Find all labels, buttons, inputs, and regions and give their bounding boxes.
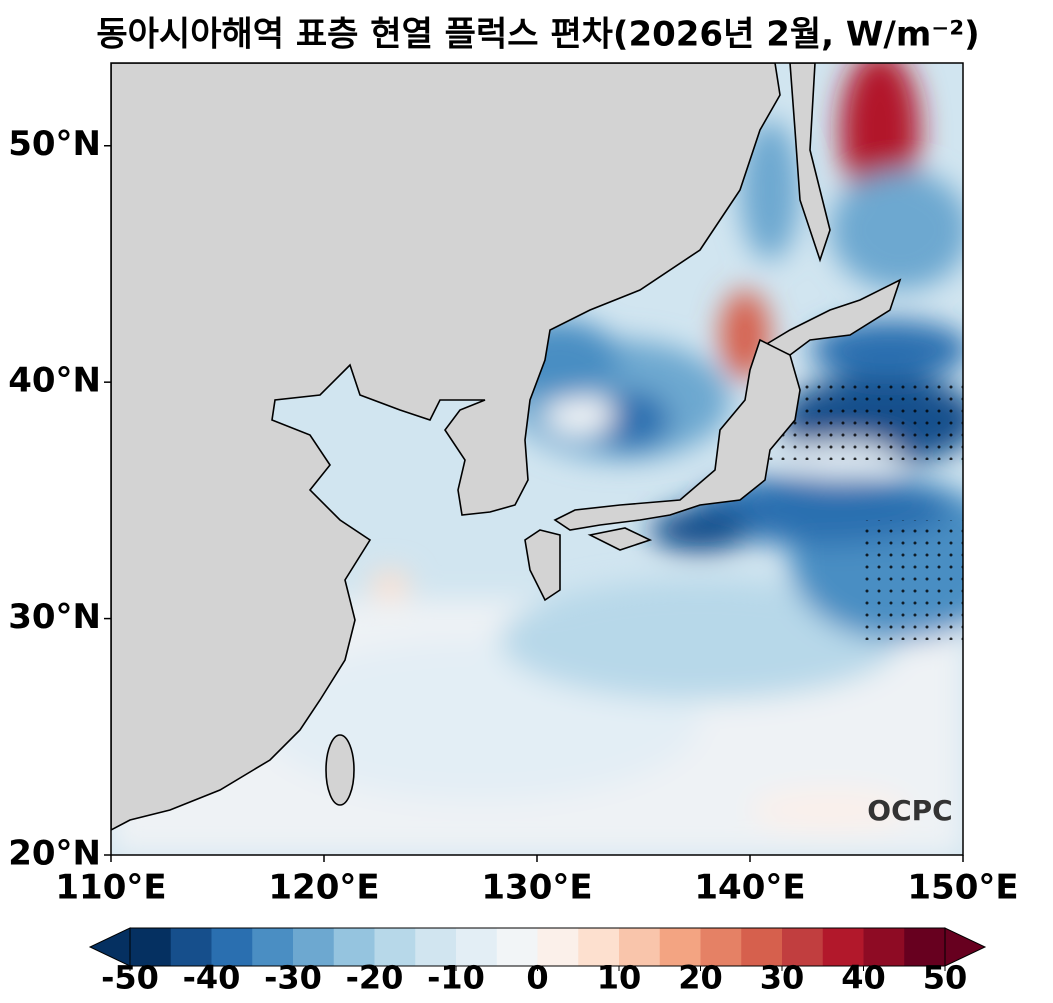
x-tick-label: 140°E	[694, 868, 805, 908]
colorbar-bin	[578, 928, 620, 966]
y-tick-label: 20°N	[8, 834, 101, 874]
colorbar-bin	[293, 928, 335, 966]
colorbar-tick-label: 30	[760, 958, 805, 996]
colorbar-bin	[170, 928, 212, 966]
colorbar-bin	[659, 928, 701, 966]
y-tick-label: 40°N	[8, 361, 101, 401]
colorbar-bin	[700, 928, 742, 966]
colorbar-bin	[333, 928, 375, 966]
x-tick-label: 110°E	[55, 868, 166, 908]
colorbar-tick-label: -50	[101, 958, 159, 996]
significance-dots	[860, 520, 963, 640]
colorbar-tick-label: 0	[526, 958, 548, 996]
x-tick-label: 120°E	[268, 868, 379, 908]
colorbar-tick-label: 10	[597, 958, 642, 996]
colorbar-bin	[252, 928, 294, 966]
colorbar-tick-label: -20	[346, 958, 404, 996]
colorbar-bin	[374, 928, 416, 966]
colorbar-tick-label: -10	[427, 958, 485, 996]
colorbar-tick-label: 50	[923, 958, 968, 996]
colorbar-bin	[822, 928, 864, 966]
colorbar-tick-label: 40	[841, 958, 886, 996]
colorbar-bin	[415, 928, 457, 966]
colorbar-bin	[456, 928, 498, 966]
colorbar-bin	[537, 928, 579, 966]
land	[111, 63, 902, 831]
x-tick-label: 150°E	[907, 868, 1018, 908]
colorbar-tick-label: -30	[264, 958, 322, 996]
map-area: OCPC	[111, 63, 963, 855]
y-tick-label: 30°N	[8, 597, 101, 637]
colorbar-bin	[130, 928, 172, 966]
colorbar-bin	[863, 928, 905, 966]
y-tick-label: 50°N	[8, 124, 101, 164]
logo: OCPC	[867, 794, 952, 827]
colorbar-bin	[904, 928, 946, 966]
colorbar-tick-label: 20	[678, 958, 723, 996]
colorbar-bin	[782, 928, 824, 966]
colorbar-bin	[619, 928, 661, 966]
chart-title: 동아시아해역 표층 현열 플럭스 편차(2026년 2월, W/m⁻²)	[96, 15, 979, 55]
colorbar-tick-label: -40	[183, 958, 241, 996]
colorbar-bin	[741, 928, 783, 966]
x-tick-label: 130°E	[481, 868, 592, 908]
colorbar-bin	[211, 928, 253, 966]
colorbar-bin	[496, 928, 538, 966]
